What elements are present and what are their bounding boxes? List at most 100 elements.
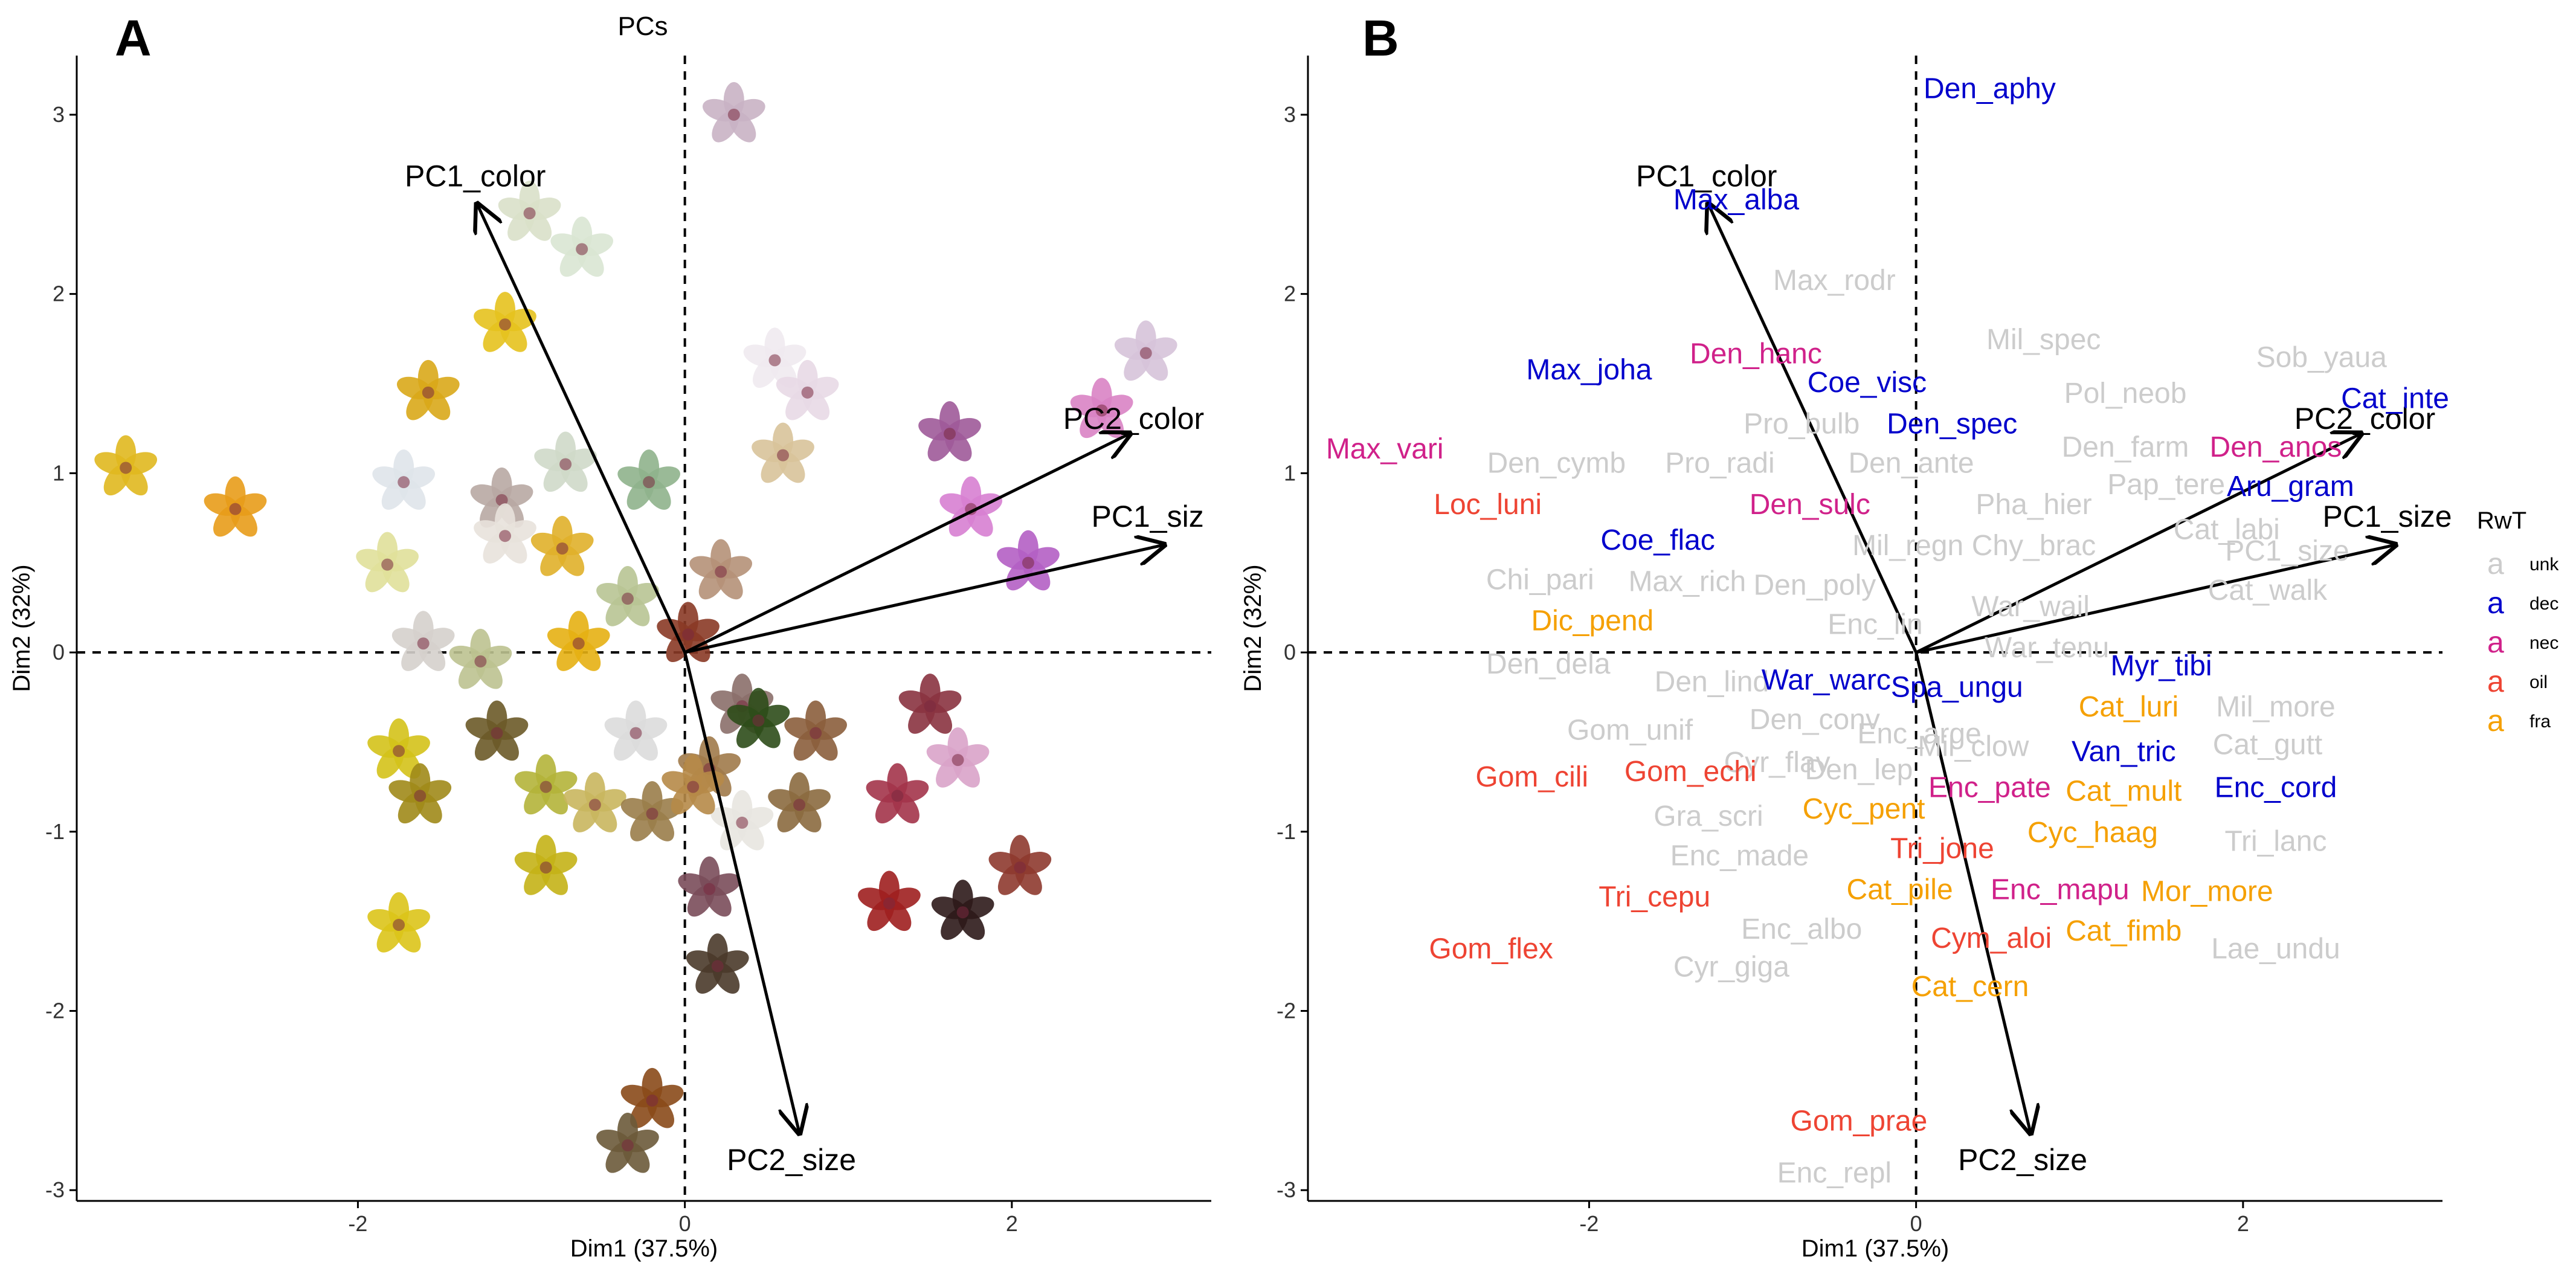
species-label: Enc_mapu	[1991, 874, 2129, 906]
y-tick-label: -1	[1277, 819, 1296, 844]
species-label: Gom_unif	[1567, 715, 1693, 747]
species-label: Cat_gutt	[2213, 729, 2322, 761]
chart-title: PCs	[617, 11, 668, 41]
species-label: Enc_cord	[2215, 772, 2337, 804]
loading-arrow	[684, 545, 1164, 654]
species-label: Chi_pari	[1486, 564, 1594, 596]
species-label: War_warc	[1762, 664, 1891, 697]
flower-point	[372, 449, 436, 510]
flower-point	[596, 1113, 659, 1173]
legend-key: dec	[2529, 594, 2558, 614]
flower-point	[918, 401, 981, 462]
flower-point	[396, 359, 460, 420]
flower-center	[687, 780, 700, 793]
flower-point	[474, 503, 536, 564]
flower-center	[229, 503, 242, 515]
flower-center	[768, 354, 781, 367]
species-label: Den_conv	[1750, 704, 1880, 736]
species-label: Den_cymb	[1487, 448, 1626, 480]
x-tick-label: -2	[1579, 1211, 1599, 1236]
y-tick-label: 2	[53, 282, 65, 306]
species-label: Coe_flac	[1600, 524, 1715, 556]
flower-center	[393, 745, 405, 758]
y-tick-label: -2	[1277, 998, 1296, 1023]
x-axis-title: Dim1 (37.5%)	[570, 1235, 718, 1262]
flower-point	[617, 449, 680, 510]
species-label: Enc_made	[1670, 840, 1809, 872]
species-label: Mil_regn	[1852, 530, 1963, 562]
species-label: Cat_pile	[1847, 874, 1953, 906]
species-label: Den_dela	[1486, 648, 1611, 680]
flower-point	[898, 674, 962, 734]
species-label: Max_rich	[1628, 565, 1746, 597]
flower-point	[474, 292, 536, 352]
species-label: Pol_neob	[2064, 378, 2187, 410]
flower-point	[858, 870, 921, 931]
flower-center	[643, 476, 655, 489]
species-label: Loc_luni	[1434, 489, 1542, 521]
flower-point	[1070, 378, 1133, 439]
flower-center	[572, 637, 585, 650]
flower-center	[539, 780, 552, 793]
species-label: Den_anos	[2210, 431, 2342, 463]
y-tick-label: 3	[1284, 102, 1296, 127]
species-label: Tri_jone	[1890, 832, 1994, 864]
flower-point	[620, 1067, 684, 1128]
flower-center	[727, 108, 740, 121]
flower-point	[662, 754, 725, 815]
flower-center	[883, 897, 895, 910]
species-label: Cat_luri	[2079, 691, 2178, 723]
flower-point	[689, 539, 753, 600]
y-axis-title: Dim2 (32%)	[1240, 564, 1266, 692]
flower-point	[866, 763, 929, 824]
loading-arrow	[683, 652, 799, 1133]
flower-point	[596, 566, 659, 626]
flower-center	[576, 243, 588, 256]
panel-b: -2 0 2 -3 -2 -1 0 1 2 3 Dim1 (37.5%) Dim2 (32%) B PC1…	[1240, 10, 2452, 1262]
loading-arrow	[1708, 204, 1918, 654]
flower-center	[393, 919, 405, 931]
legend-key: unk	[2529, 555, 2559, 574]
species-label: Coe_visc	[1808, 367, 1927, 399]
species-label: Max_joha	[1526, 354, 1652, 386]
loading-arrow	[477, 204, 686, 654]
legend-title: RwT	[2477, 507, 2526, 534]
flower-center	[646, 808, 658, 820]
legend-key: fra	[2529, 712, 2551, 732]
flower-point	[776, 359, 839, 420]
loading-arrow	[1916, 545, 2395, 654]
flower-center	[703, 883, 716, 895]
species-label: Max_rodr	[1773, 265, 1896, 297]
y-tick-label: -3	[45, 1177, 65, 1202]
arrow-label: PC1_size	[2323, 500, 2452, 533]
flower-center	[682, 628, 695, 641]
species-label: Enc_albo	[1741, 913, 1862, 945]
flower-point	[604, 700, 668, 761]
flower-point	[997, 530, 1060, 591]
flower-center	[777, 449, 790, 462]
species-label: PC1_size	[2225, 535, 2349, 567]
flower-point	[678, 856, 741, 917]
species-label: Cyc_haag	[2027, 817, 2158, 849]
flower-point	[743, 327, 807, 388]
flower-center	[491, 727, 503, 739]
flower-point	[449, 628, 512, 689]
species-label: Chy_brac	[1972, 530, 2096, 562]
species-label: Enc_pate	[1928, 772, 2051, 804]
flower-point	[752, 422, 814, 483]
legend-glyph: a	[2487, 664, 2504, 698]
species-label: Den_farm	[2062, 431, 2189, 463]
species-label: Enc_arge	[1857, 718, 1981, 750]
species-label: Gom_echi	[1624, 756, 1757, 788]
flower-point	[514, 754, 578, 815]
species-label: Pap_tere	[2107, 469, 2225, 501]
x-axis-title: Dim1 (37.5%)	[1802, 1235, 1950, 1262]
flower-point	[988, 835, 1052, 895]
flower-center	[523, 207, 536, 220]
y-axis-title: Dim2 (32%)	[8, 564, 35, 692]
flower-center	[956, 906, 969, 919]
species-label: Den_lind	[1655, 666, 1769, 698]
flower-center	[891, 790, 904, 802]
x-tick-label: 0	[679, 1211, 691, 1236]
flower-point	[547, 611, 610, 671]
